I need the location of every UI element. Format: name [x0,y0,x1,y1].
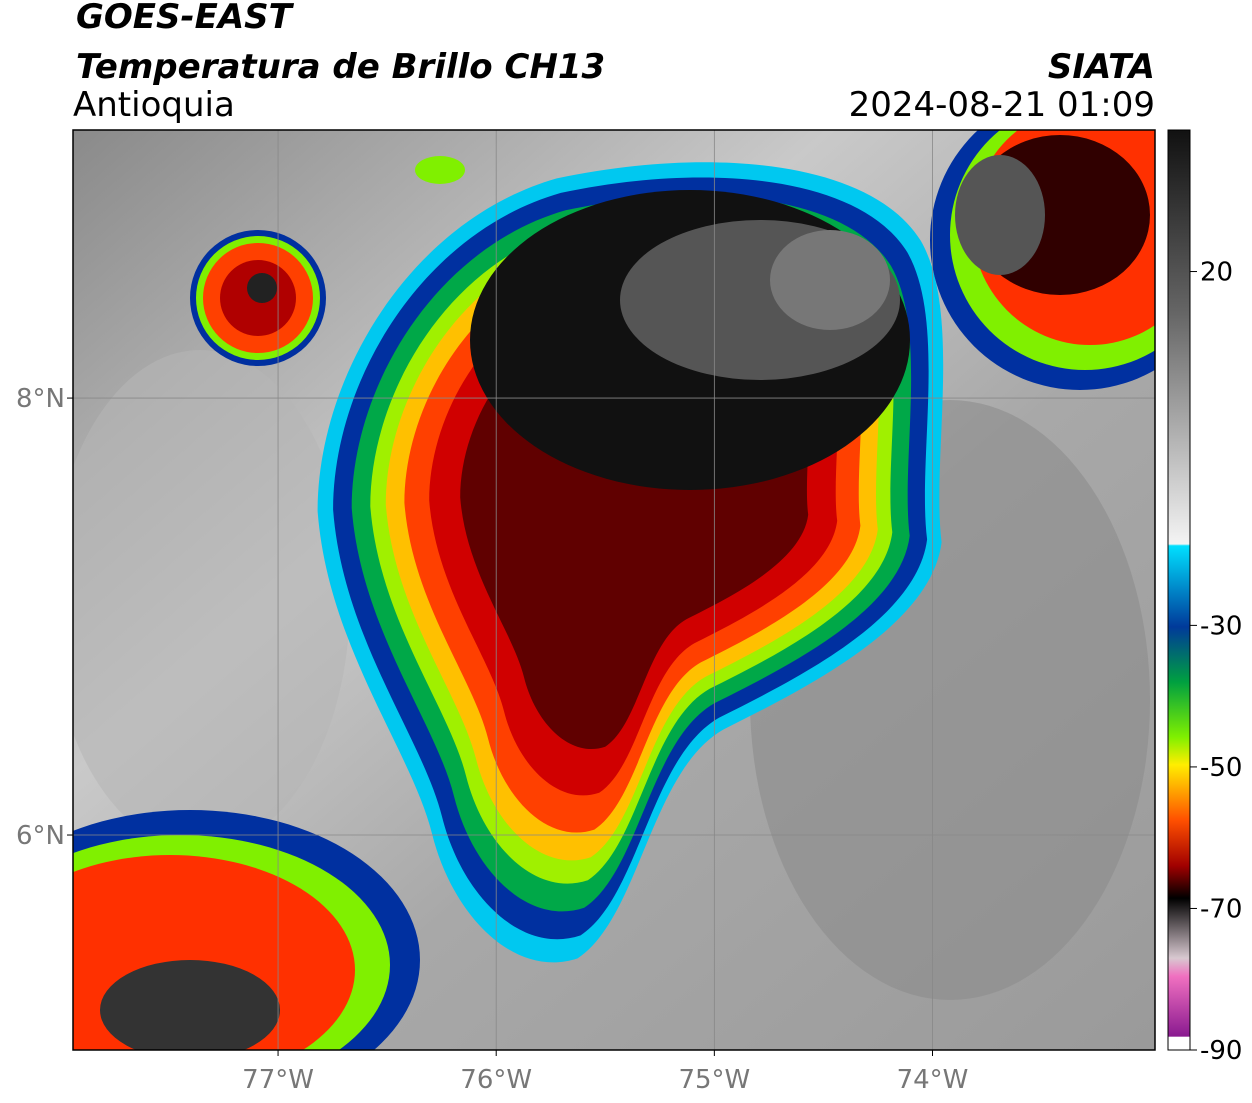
colorbar-tick-label: -90 [1200,1036,1242,1066]
product-title: Temperatura de Brillo CH13 [76,47,605,87]
satellite-name: GOES-EAST [76,0,295,37]
graticule [73,130,1155,1050]
datetime: 2024-08-21 01:09 [849,85,1155,125]
map-frame [72,129,1156,1051]
colorbar-tick-label: -70 [1200,894,1242,924]
lon-tick-label: 74°W [897,1065,969,1095]
lon-tick-label: 77°W [242,1065,314,1095]
lon-tick-label: 75°W [678,1065,750,1095]
colorbar [1167,129,1191,1051]
satellite-image [73,130,1155,1050]
colorbar-tick-label: -50 [1200,753,1242,783]
lat-tick-label: 8°N [16,384,65,414]
lon-tick-label: 76°W [460,1065,532,1095]
region: Antioquia [73,85,235,125]
colorbar-tick-label: -30 [1200,611,1242,641]
colorbar-tick-label: 20 [1200,258,1233,288]
lat-tick-label: 6°N [16,821,65,851]
source: SIATA [1048,47,1155,87]
